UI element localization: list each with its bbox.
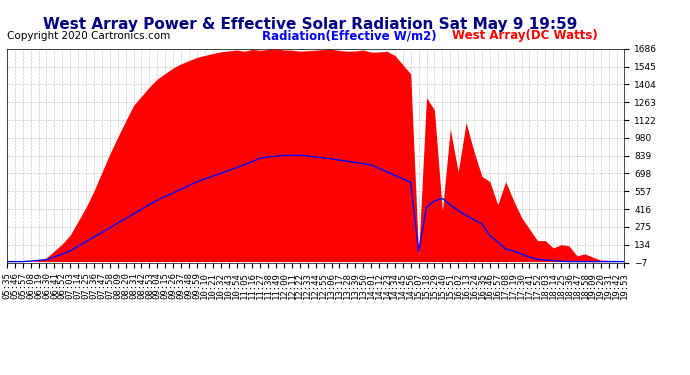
Text: West Array Power & Effective Solar Radiation Sat May 9 19:59: West Array Power & Effective Solar Radia… [43,17,578,32]
Text: Copyright 2020 Cartronics.com: Copyright 2020 Cartronics.com [7,32,170,41]
Text: West Array(DC Watts): West Array(DC Watts) [452,29,598,42]
Text: Radiation(Effective W/m2): Radiation(Effective W/m2) [262,29,437,42]
